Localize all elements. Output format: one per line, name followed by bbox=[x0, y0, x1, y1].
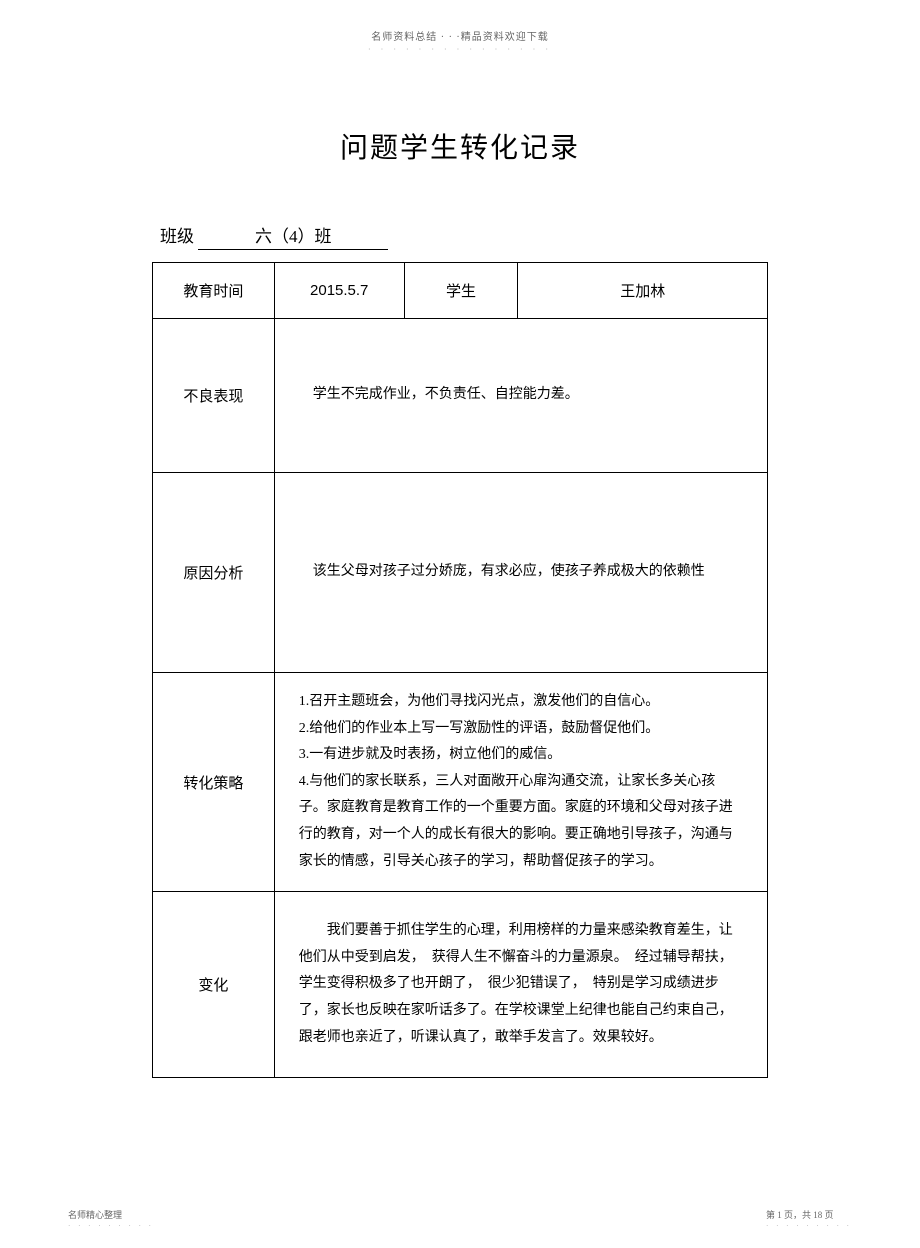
reason-label: 原因分析 bbox=[153, 473, 275, 673]
record-table: 教育时间 2015.5.7 学生 王加林 不良表现 学生不完成作业，不负责任、自… bbox=[152, 262, 768, 1078]
strategy-line4: 4.与他们的家长联系，三人对面敞开心扉沟通交流，让家长多关心孩子。家庭教育是教育… bbox=[299, 769, 743, 875]
behavior-label: 不良表现 bbox=[153, 319, 275, 473]
table-row-header: 教育时间 2015.5.7 学生 王加林 bbox=[153, 263, 768, 319]
header-text: 名师资料总结 · · ·精品资料欢迎下载 bbox=[0, 0, 920, 43]
strategy-line1: 1.召开主题班会，为他们寻找闪光点，激发他们的自信心。 bbox=[299, 689, 743, 716]
change-label: 变化 bbox=[153, 892, 275, 1078]
change-content: 我们要善于抓住学生的心理，利用榜样的力量来感染教育差生，让他们从中受到启发， 获… bbox=[274, 892, 767, 1078]
page-title: 问题学生转化记录 bbox=[0, 126, 920, 166]
table-row-strategy: 转化策略 1.召开主题班会，为他们寻找闪光点，激发他们的自信心。 2.给他们的作… bbox=[153, 673, 768, 892]
strategy-line2: 2.给他们的作业本上写一写激励性的评语，鼓励督促他们。 bbox=[299, 716, 743, 743]
table-row-change: 变化 我们要善于抓住学生的心理，利用榜样的力量来感染教育差生，让他们从中受到启发… bbox=[153, 892, 768, 1078]
reason-content: 该生父母对孩子过分娇庞，有求必应，使孩子养成极大的依赖性 bbox=[274, 473, 767, 673]
class-value: 六（4）班 bbox=[198, 222, 388, 250]
class-label: 班级 bbox=[160, 222, 194, 247]
footer-left-dots: · · · · · · · · · bbox=[68, 1222, 154, 1230]
time-label-cell: 教育时间 bbox=[153, 263, 275, 319]
footer-right-dots: · · · · · · · · · bbox=[766, 1222, 852, 1230]
table-row-reason: 原因分析 该生父母对孩子过分娇庞，有求必应，使孩子养成极大的依赖性 bbox=[153, 473, 768, 673]
behavior-content: 学生不完成作业，不负责任、自控能力差。 bbox=[274, 319, 767, 473]
date-cell: 2015.5.7 bbox=[274, 263, 404, 319]
footer-left: 名师精心整理 · · · · · · · · · bbox=[68, 1208, 154, 1230]
footer-right-text: 第 1 页，共 18 页 bbox=[766, 1208, 852, 1221]
strategy-label: 转化策略 bbox=[153, 673, 275, 892]
change-text: 我们要善于抓住学生的心理，利用榜样的力量来感染教育差生，让他们从中受到启发， 获… bbox=[299, 918, 743, 1051]
table-row-behavior: 不良表现 学生不完成作业，不负责任、自控能力差。 bbox=[153, 319, 768, 473]
footer-right: 第 1 页，共 18 页 · · · · · · · · · bbox=[766, 1208, 852, 1230]
class-line: 班级 六（4）班 bbox=[160, 222, 920, 250]
student-name-cell: 王加林 bbox=[518, 263, 768, 319]
header-dots: · · · · · · · · · · · · · · · bbox=[0, 45, 920, 54]
strategy-line3: 3.一有进步就及时表扬，树立他们的威信。 bbox=[299, 742, 743, 769]
student-label-cell: 学生 bbox=[404, 263, 518, 319]
strategy-content: 1.召开主题班会，为他们寻找闪光点，激发他们的自信心。 2.给他们的作业本上写一… bbox=[274, 673, 767, 892]
footer-left-text: 名师精心整理 bbox=[68, 1208, 154, 1221]
